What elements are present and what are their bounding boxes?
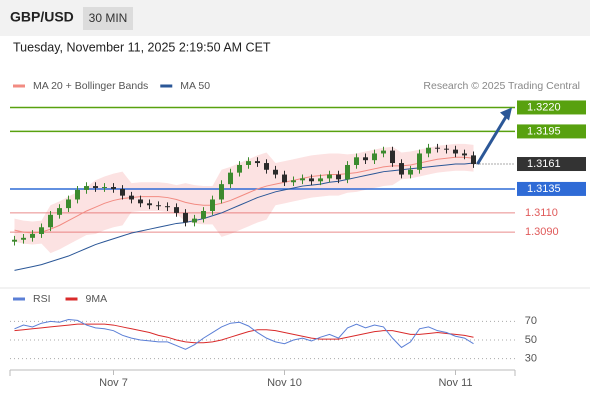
target-arrow — [476, 112, 510, 165]
candle-body — [129, 195, 134, 200]
candle-body — [327, 174, 332, 179]
candle-body — [345, 164, 350, 180]
level-label: 1.3135 — [527, 183, 561, 195]
level-label: 1.3110 — [525, 207, 558, 219]
candle-body — [291, 180, 296, 183]
source: Research © 2025 Trading Central — [423, 80, 580, 92]
candle-body — [12, 239, 17, 242]
legend-label: MA 50 — [180, 80, 210, 92]
candle-body — [273, 169, 278, 175]
target-arrow-head — [500, 107, 512, 121]
candle-body — [183, 212, 188, 223]
candle-body — [282, 174, 287, 183]
level-box — [517, 157, 586, 172]
indicator-line — [14, 318, 474, 350]
y-tick-label: 30 — [525, 353, 537, 365]
candle-body — [246, 161, 251, 165]
timestamp: Tuesday, November 11, 2025 2:19:50 AM CE… — [13, 40, 271, 54]
candle-body — [363, 157, 368, 161]
candle-body — [309, 178, 314, 182]
candle-body — [255, 161, 260, 164]
candle-body — [408, 169, 413, 175]
indicator-line — [14, 323, 474, 344]
candle-body — [66, 199, 71, 209]
level-label: 1.3195 — [527, 125, 561, 137]
level-box — [517, 124, 586, 139]
candle-body — [426, 147, 431, 154]
candle-body — [165, 206, 170, 208]
candle-body — [354, 157, 359, 165]
candle-body — [39, 227, 44, 234]
ma-line — [14, 162, 474, 271]
legend-label: RSI — [33, 293, 51, 305]
candle-body — [219, 184, 224, 200]
candle-body — [300, 178, 305, 181]
candle-body — [156, 205, 161, 207]
candle-body — [264, 163, 269, 170]
x-tick-label: Nov 7 — [99, 377, 128, 389]
candle-body — [21, 237, 26, 240]
candle-body — [210, 199, 215, 211]
candle-body — [147, 203, 152, 206]
x-tick-label: Nov 11 — [438, 377, 472, 389]
candle-body — [390, 150, 395, 164]
candle-body — [453, 149, 458, 154]
interval[interactable]: 30 MIN — [89, 11, 128, 25]
candle-body — [228, 172, 233, 185]
candle-body — [93, 186, 98, 188]
y-tick-label: 50 — [525, 334, 537, 346]
level-label: 1.3220 — [527, 101, 561, 113]
candle-body — [435, 147, 440, 149]
symbol: GBP/USD — [10, 9, 74, 25]
interval-box[interactable] — [83, 7, 133, 30]
candle-body — [84, 186, 89, 190]
level-box — [517, 100, 586, 115]
candle-body — [372, 153, 377, 161]
level-box — [517, 181, 586, 196]
candle-body — [102, 187, 107, 189]
bollinger-band — [14, 143, 474, 254]
candle-body — [336, 174, 341, 180]
candle-body — [48, 214, 53, 228]
legend-label: MA 20 + Bollinger Bands — [33, 80, 148, 92]
ma-line — [14, 156, 474, 234]
y-tick-label: 70 — [525, 315, 537, 327]
candle-body — [399, 163, 404, 175]
candle-body — [201, 210, 206, 219]
candle-body — [417, 153, 422, 170]
candle-body — [471, 155, 476, 165]
candle-body — [30, 233, 35, 238]
candle-body — [237, 164, 242, 173]
candle-body — [444, 148, 449, 150]
level-label: 1.3090 — [525, 226, 559, 238]
candle-body — [174, 207, 179, 213]
candle-body — [318, 178, 323, 182]
candle-body — [192, 218, 197, 223]
candle-body — [138, 199, 143, 204]
legend-label: 9MA — [86, 293, 108, 305]
candle-body — [111, 187, 116, 189]
candle-body — [120, 188, 125, 196]
candle-body — [381, 150, 386, 154]
level-label: 1.3161 — [527, 158, 561, 170]
candle-body — [462, 153, 467, 156]
candle-body — [57, 208, 62, 215]
candle-body — [75, 189, 80, 200]
x-tick-label: Nov 10 — [267, 377, 302, 389]
